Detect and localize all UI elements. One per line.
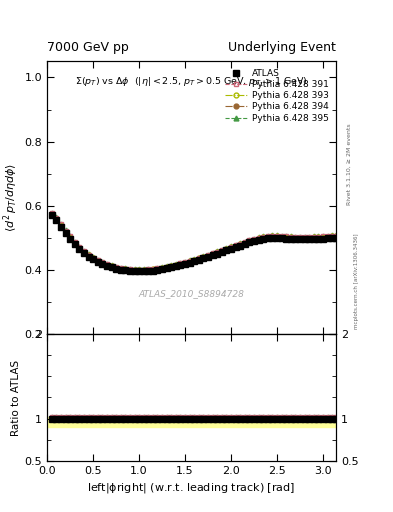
ATLAS (252, 238, 256, 244)
Pythia 6.428 395 (128, 266, 132, 272)
Text: $\Sigma(p_T)$ vs $\Delta\phi$  ($|\eta| < 2.5$, $p_T > 0.5$ GeV, $p_{T_1} > 1$ G: $\Sigma(p_T)$ vs $\Delta\phi$ ($|\eta| <… (75, 75, 308, 89)
Pythia 6.428 393 (334, 233, 338, 240)
Bar (47, 417, 336, 427)
ATLAS (330, 235, 334, 241)
Pythia 6.428 393 (128, 267, 132, 273)
Pythia 6.428 391 (141, 267, 146, 273)
ATLAS (187, 260, 192, 266)
Pythia 6.428 391 (50, 210, 54, 216)
Pythia 6.428 394 (330, 234, 334, 240)
ATLAS (334, 235, 338, 241)
ATLAS (141, 268, 146, 274)
Pythia 6.428 391 (252, 236, 256, 242)
Pythia 6.428 395 (187, 258, 192, 264)
Text: Underlying Event: Underlying Event (228, 41, 336, 54)
Pythia 6.428 393 (50, 211, 54, 217)
ATLAS (128, 268, 132, 274)
Pythia 6.428 394 (141, 267, 146, 273)
Line: Pythia 6.428 391: Pythia 6.428 391 (50, 210, 338, 272)
Line: ATLAS: ATLAS (49, 212, 339, 274)
ATLAS (132, 268, 137, 274)
Legend: ATLAS, Pythia 6.428 391, Pythia 6.428 393, Pythia 6.428 394, Pythia 6.428 395: ATLAS, Pythia 6.428 391, Pythia 6.428 39… (222, 66, 332, 125)
Pythia 6.428 391 (128, 266, 132, 272)
Pythia 6.428 391 (334, 233, 338, 239)
Pythia 6.428 391 (330, 233, 334, 239)
Line: Pythia 6.428 394: Pythia 6.428 394 (50, 212, 338, 273)
Line: Pythia 6.428 393: Pythia 6.428 393 (50, 211, 338, 272)
Pythia 6.428 391 (132, 267, 137, 273)
ATLAS (50, 212, 54, 219)
Pythia 6.428 395 (252, 236, 256, 242)
Line: Pythia 6.428 395: Pythia 6.428 395 (50, 210, 338, 272)
Pythia 6.428 393 (196, 255, 201, 262)
Pythia 6.428 394 (252, 237, 256, 243)
Text: 7000 GeV pp: 7000 GeV pp (47, 41, 129, 54)
Pythia 6.428 395 (196, 254, 201, 261)
Pythia 6.428 393 (141, 267, 146, 273)
Pythia 6.428 393 (252, 237, 256, 243)
Pythia 6.428 395 (330, 232, 334, 239)
ATLAS (196, 257, 201, 263)
Text: ATLAS_2010_S8894728: ATLAS_2010_S8894728 (139, 289, 244, 298)
Pythia 6.428 395 (334, 232, 338, 239)
Pythia 6.428 394 (132, 267, 137, 273)
Pythia 6.428 391 (187, 258, 192, 264)
Pythia 6.428 395 (141, 266, 146, 272)
Pythia 6.428 391 (196, 255, 201, 261)
X-axis label: $\rm left|\phi right|$ (w.r.t. leading track) [rad]: $\rm left|\phi right|$ (w.r.t. leading t… (88, 481, 296, 495)
Text: mcplots.cern.ch [arXiv:1306.3436]: mcplots.cern.ch [arXiv:1306.3436] (354, 234, 359, 329)
Y-axis label: $\langle d^2\,p_T/d\eta d\phi\rangle$: $\langle d^2\,p_T/d\eta d\phi\rangle$ (2, 163, 20, 232)
Pythia 6.428 394 (334, 234, 338, 240)
Pythia 6.428 394 (128, 267, 132, 273)
Pythia 6.428 393 (132, 267, 137, 273)
Pythia 6.428 394 (50, 211, 54, 218)
Pythia 6.428 395 (132, 266, 137, 272)
Y-axis label: Ratio to ATLAS: Ratio to ATLAS (11, 359, 20, 436)
Pythia 6.428 393 (187, 259, 192, 265)
Pythia 6.428 394 (187, 259, 192, 265)
Pythia 6.428 393 (330, 233, 334, 240)
Text: Rivet 3.1.10, ≥ 2M events: Rivet 3.1.10, ≥ 2M events (347, 123, 352, 205)
Pythia 6.428 394 (196, 256, 201, 262)
Pythia 6.428 395 (50, 209, 54, 216)
